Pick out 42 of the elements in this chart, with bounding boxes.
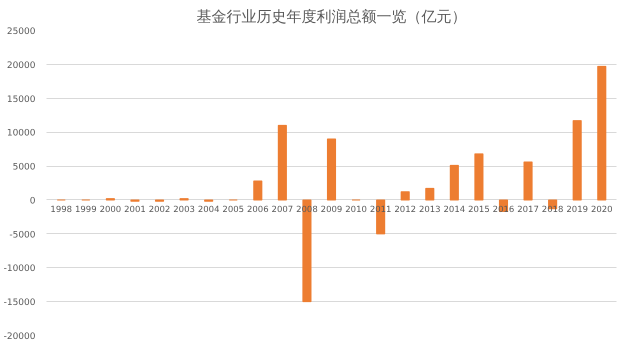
x-tick-label: 2002 (148, 204, 170, 215)
y-tick-label: 20000 (6, 60, 36, 71)
bar (326, 138, 336, 200)
bar (425, 188, 434, 200)
y-tick-label: -5000 (9, 230, 36, 240)
x-tick-label: 2001 (124, 204, 146, 215)
y-tick-label: -20000 (4, 332, 36, 342)
bar (474, 153, 484, 200)
x-tick-label: 1999 (74, 204, 97, 215)
x-tick-label: 2004 (198, 204, 220, 215)
x-tick-label: 2000 (100, 204, 122, 215)
chart-title: 基金行业历史年度利润总额一览（亿元） (196, 8, 466, 26)
y-tick-label: -10000 (4, 264, 36, 274)
x-tick-label: 2010 (345, 204, 367, 215)
x-tick-label: 2003 (173, 204, 195, 215)
x-tick-label: 2020 (590, 204, 613, 215)
x-tick-label: 2017 (517, 204, 539, 215)
x-tick-label: 2013 (418, 204, 441, 215)
y-tick-label: 10000 (6, 128, 36, 139)
x-tick-label: 2019 (566, 204, 588, 215)
x-tick-label: 2016 (492, 204, 514, 215)
x-tick-label: 2009 (320, 204, 342, 215)
x-tick-label: 2006 (246, 204, 269, 215)
x-tick-label: 2012 (394, 204, 416, 215)
x-tick-label: 2018 (542, 204, 564, 215)
bar (278, 124, 287, 200)
y-tick-label: 0 (30, 196, 36, 206)
y-tick-label: 5000 (12, 162, 36, 173)
bar (597, 66, 606, 200)
y-tick-label: 15000 (6, 94, 36, 105)
bar (524, 161, 533, 200)
x-tick-label: 1998 (50, 204, 72, 215)
y-tick-label: 25000 (6, 27, 36, 37)
x-tick-label: 2007 (272, 204, 294, 215)
bar (450, 164, 459, 200)
y-tick-label: -15000 (4, 298, 36, 308)
x-tick-label: 2014 (444, 204, 466, 215)
bar (572, 120, 582, 200)
bar (400, 191, 410, 200)
bar (253, 180, 262, 200)
x-tick-label: 2005 (222, 204, 244, 215)
x-tick-label: 2015 (468, 204, 490, 215)
